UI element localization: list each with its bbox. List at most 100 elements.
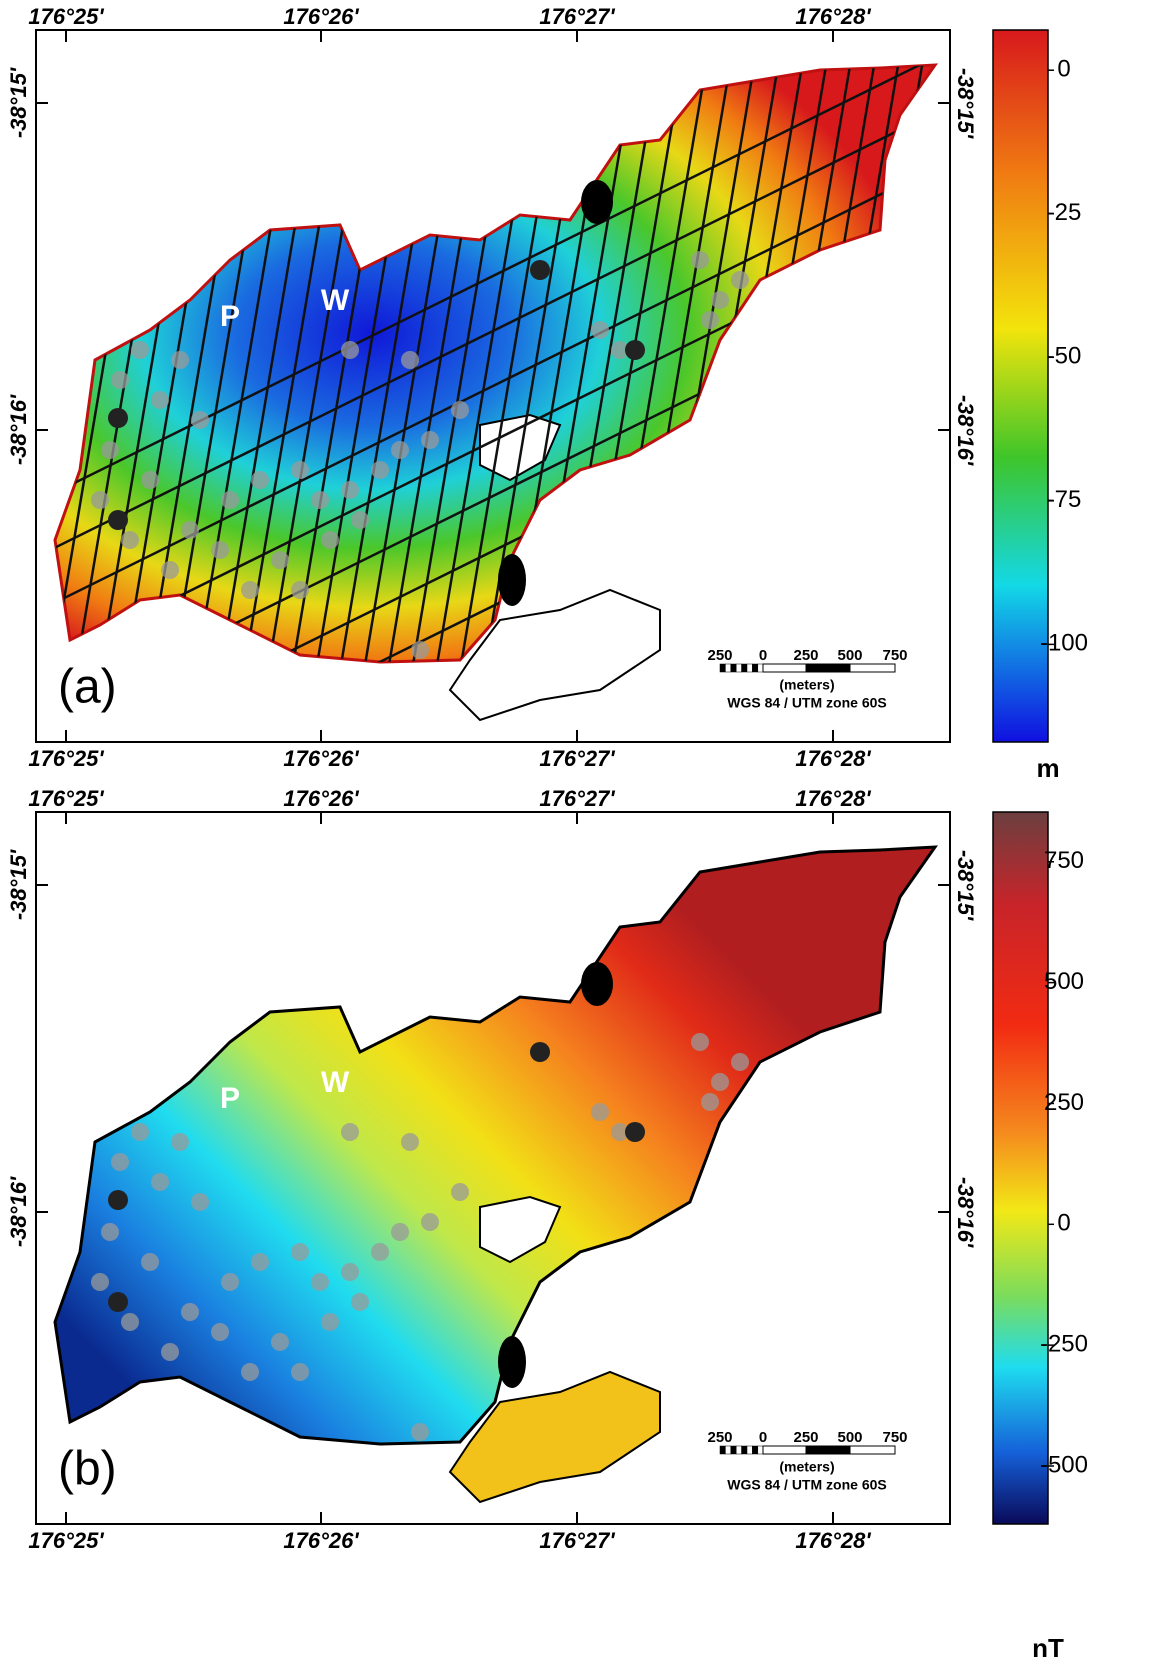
- scale-seg: [762, 663, 807, 673]
- vent-dot: [611, 341, 629, 359]
- scale-unit: (meters): [779, 1459, 834, 1475]
- vent-dot: [401, 1133, 419, 1151]
- bottom-lon-label: 176°27': [539, 746, 615, 771]
- scale-seg: [762, 1445, 807, 1455]
- dark-blob: [581, 180, 613, 224]
- vent-dot: [251, 471, 269, 489]
- vent-dot: [151, 391, 169, 409]
- vent-dark: [625, 1122, 645, 1142]
- scale-seg: [805, 1445, 850, 1455]
- vent-dot: [171, 1133, 189, 1151]
- vent-dot: [611, 1123, 629, 1141]
- scale-unit: (meters): [779, 677, 834, 693]
- vent-dark: [530, 260, 550, 280]
- projection: WGS 84 / UTM zone 60S: [727, 1477, 886, 1493]
- left-lat-label: -38°16': [6, 1176, 31, 1247]
- colorbar-tick-label: 250: [1044, 1089, 1084, 1116]
- vent-dot: [731, 271, 749, 289]
- vent-dot: [341, 481, 359, 499]
- vent-dark: [108, 408, 128, 428]
- vent-dot: [401, 351, 419, 369]
- site-label: P: [220, 1082, 240, 1115]
- scale-check: [725, 1445, 732, 1455]
- colorbar-tick-label: 750: [1044, 847, 1084, 874]
- vent-dot: [191, 411, 209, 429]
- vent-dot: [181, 521, 199, 539]
- vent-dot: [341, 1263, 359, 1281]
- scale-check: [757, 663, 764, 673]
- vent-dot: [111, 371, 129, 389]
- scale-check: [735, 1445, 742, 1455]
- vent-dot: [731, 1053, 749, 1071]
- colorbar-unit: m: [1036, 753, 1059, 783]
- scale-check: [735, 663, 742, 673]
- vent-dot: [321, 1313, 339, 1331]
- scale-check: [752, 663, 759, 673]
- vent-dot: [131, 341, 149, 359]
- vent-dot: [591, 1103, 609, 1121]
- bottom-lon-label: 176°25': [28, 1528, 104, 1553]
- top-lon-label: 176°26': [283, 4, 359, 29]
- vent-dot: [101, 441, 119, 459]
- left-lat-label: -38°15': [6, 67, 31, 138]
- site-label: P: [220, 300, 240, 333]
- vent-dot: [131, 1123, 149, 1141]
- bottom-lon-label: 176°25': [28, 746, 104, 771]
- vent-dot: [121, 531, 139, 549]
- vent-dot: [411, 1423, 429, 1441]
- vent-dark: [108, 1292, 128, 1312]
- vent-dot: [221, 491, 239, 509]
- panel-label: (a): [58, 661, 117, 714]
- tie-line: [55, 103, 935, 557]
- scale-check: [752, 1445, 759, 1455]
- scale-label: 250: [793, 1429, 818, 1446]
- vent-dot: [221, 1273, 239, 1291]
- vent-dot: [711, 1073, 729, 1091]
- vent-dot: [181, 1303, 199, 1321]
- right-lat-label: -38°16': [953, 1177, 978, 1248]
- colorbar-tick-label: -250: [1040, 1330, 1088, 1357]
- map-panel: 176°25' 176°26' 176°27' 176°28' 176°25' 176°2…: [6, 786, 1088, 1663]
- scale-check: [719, 1445, 726, 1455]
- vent-dot: [291, 461, 309, 479]
- vent-dot: [211, 1323, 229, 1341]
- scale-check: [741, 663, 748, 673]
- vent-dot: [591, 321, 609, 339]
- site-label: W: [321, 1066, 350, 1099]
- top-lon-label: 176°27': [539, 4, 615, 29]
- colorbar-tick-label: 0: [1057, 1210, 1070, 1237]
- vent-dot: [161, 561, 179, 579]
- scale-seg: [805, 663, 850, 673]
- vent-dot: [241, 1363, 259, 1381]
- colorbar-tick-label: 0: [1057, 56, 1070, 83]
- panel-label: (b): [58, 1443, 117, 1496]
- bottom-lon-label: 176°28': [795, 1528, 871, 1553]
- vent-dark: [530, 1042, 550, 1062]
- scale-check: [741, 1445, 748, 1455]
- vent-dot: [371, 1243, 389, 1261]
- scale-label: 250: [707, 1429, 732, 1446]
- right-lat-label: -38°15': [953, 850, 978, 921]
- vent-dot: [351, 1293, 369, 1311]
- vent-dot: [411, 641, 429, 659]
- vent-dot: [211, 541, 229, 559]
- vent-dot: [91, 1273, 109, 1291]
- top-lon-label: 176°25': [28, 4, 104, 29]
- vent-dot: [341, 1123, 359, 1141]
- vent-dot: [691, 1033, 709, 1051]
- vent-dot: [291, 1363, 309, 1381]
- vent-dot: [271, 1333, 289, 1351]
- vent-dot: [321, 531, 339, 549]
- vent-dot: [421, 431, 439, 449]
- vent-dot: [161, 1343, 179, 1361]
- scale-label: 0: [759, 647, 767, 664]
- site-label: W: [321, 284, 350, 317]
- map-panel: 176°25' 176°26' 176°27' 176°28' 176°25' 176°2…: [6, 4, 1088, 783]
- vent-dot: [371, 461, 389, 479]
- scale-seg: [849, 1445, 896, 1455]
- bottom-lon-label: 176°26': [283, 1528, 359, 1553]
- top-lon-label: 176°28': [795, 786, 871, 811]
- right-lat-label: -38°15': [953, 68, 978, 139]
- bottom-lon-label: 176°28': [795, 746, 871, 771]
